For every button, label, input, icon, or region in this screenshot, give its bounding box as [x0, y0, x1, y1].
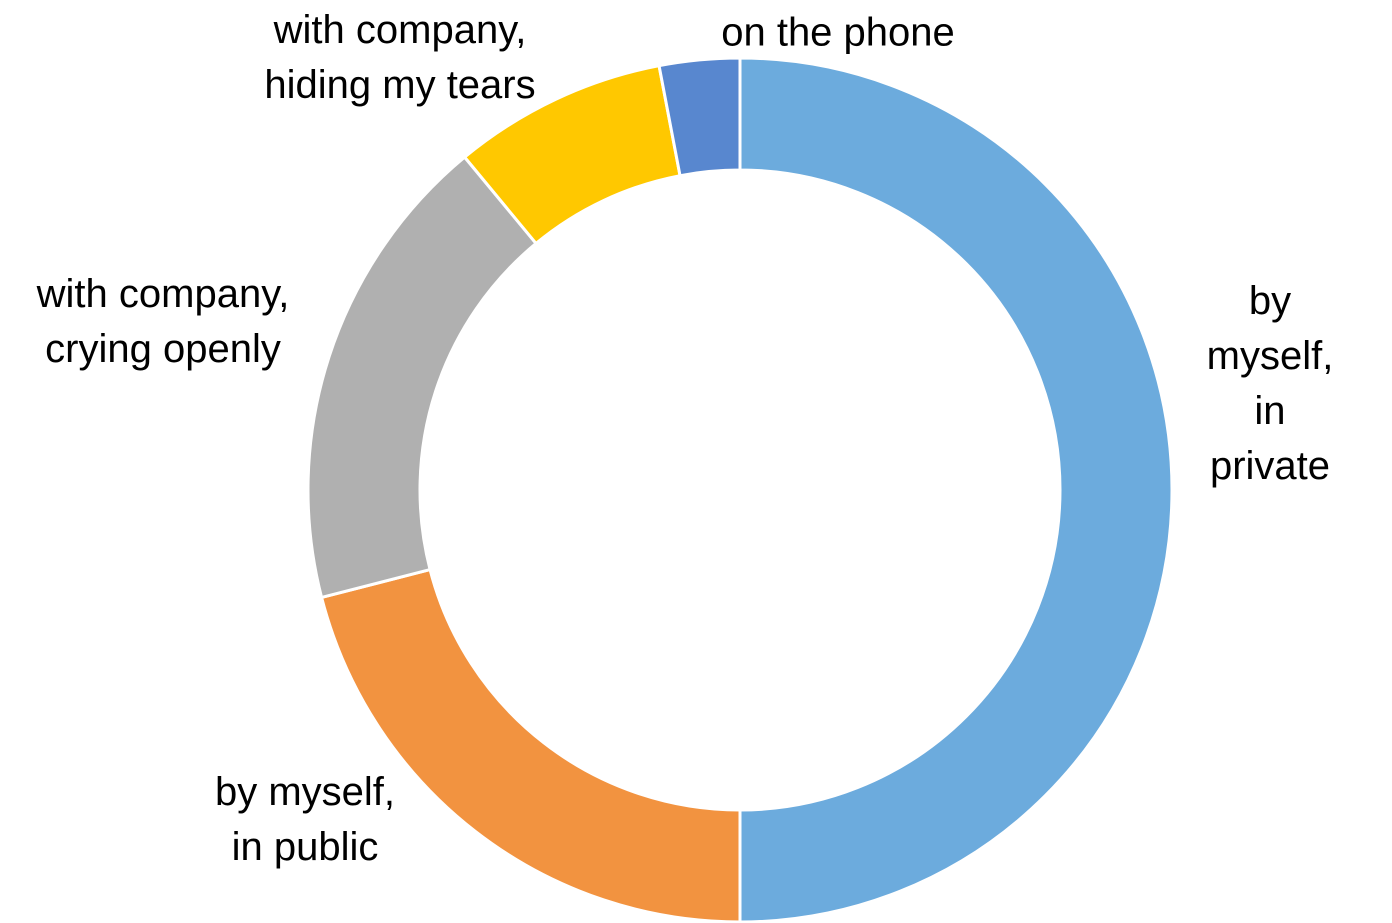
- segment-label: with company, hiding my tears: [264, 8, 536, 107]
- segment-label: by myself, in private: [1206, 279, 1334, 488]
- donut-segment: [306, 155, 539, 600]
- segment-label: by myself, in public: [214, 770, 396, 869]
- donut-segment: [738, 56, 1174, 923]
- donut-segment: [657, 56, 742, 178]
- segment-label: with company, crying openly: [36, 272, 290, 371]
- segment-label: on the phone: [721, 10, 955, 55]
